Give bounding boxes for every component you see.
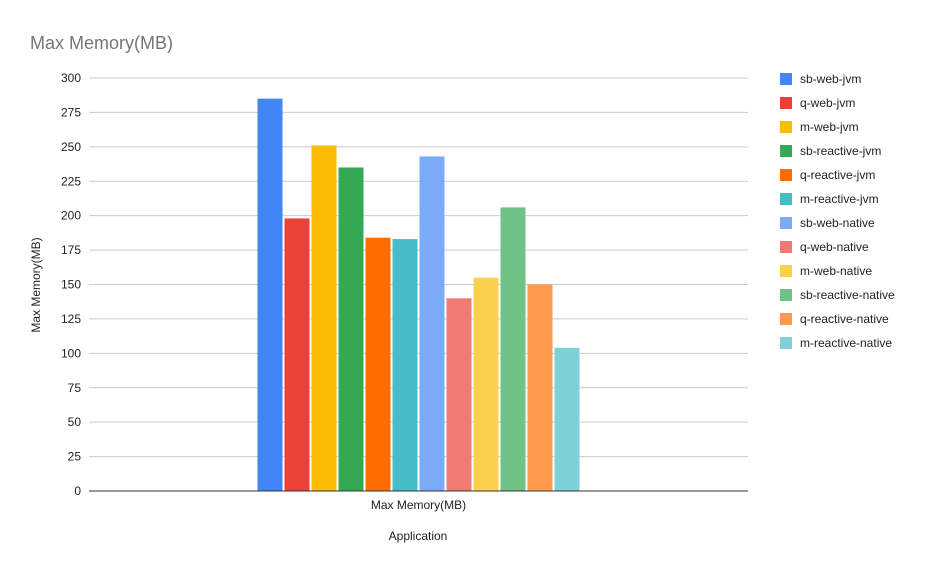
legend-swatch xyxy=(780,217,792,229)
bar-sb-reactive-native xyxy=(500,207,526,491)
y-tick-label: 250 xyxy=(61,140,81,154)
legend-swatch xyxy=(780,73,792,85)
legend-swatch xyxy=(780,97,792,109)
legend-label: m-web-native xyxy=(800,264,872,278)
legend-label: m-reactive-native xyxy=(800,336,892,350)
legend-label: q-reactive-jvm xyxy=(800,168,875,182)
bar-q-web-native xyxy=(446,298,472,491)
bar-q-reactive-native xyxy=(527,284,553,491)
y-tick-label: 125 xyxy=(61,312,81,326)
legend-label: m-web-jvm xyxy=(800,120,859,134)
bar-sb-web-native xyxy=(419,156,445,491)
bar-q-web-jvm xyxy=(284,218,310,492)
y-tick-label: 175 xyxy=(61,243,81,257)
bar-sb-web-jvm xyxy=(257,98,283,492)
y-tick-label: 25 xyxy=(68,450,82,464)
legend-swatch xyxy=(780,241,792,253)
y-tick-label: 0 xyxy=(74,484,81,498)
gridlines xyxy=(89,77,748,458)
x-axis-label: Application xyxy=(389,529,448,543)
legend-swatch xyxy=(780,145,792,157)
legend: sb-web-jvm q-web-jvm m-web-jvm sb-reactive-… xyxy=(780,72,895,350)
legend-label: sb-reactive-jvm xyxy=(800,144,881,158)
bar-m-reactive-jvm xyxy=(392,239,418,491)
x-tick-label: Max Memory(MB) xyxy=(371,498,466,512)
legend-swatch xyxy=(780,289,792,301)
legend-label: m-reactive-jvm xyxy=(800,192,879,206)
x-axis-ticks: Max Memory(MB) xyxy=(371,498,466,512)
bar-m-web-native xyxy=(473,277,499,491)
y-tick-label: 50 xyxy=(68,415,82,429)
bar-q-reactive-jvm xyxy=(365,237,391,491)
legend-label: sb-reactive-native xyxy=(800,288,895,302)
bar-sb-reactive-jvm xyxy=(338,167,364,491)
chart-title: Max Memory(MB) xyxy=(30,33,173,53)
legend-swatch xyxy=(780,265,792,277)
y-tick-label: 150 xyxy=(61,278,81,292)
legend-label: sb-web-jvm xyxy=(800,72,861,86)
legend-label: q-reactive-native xyxy=(800,312,889,326)
y-tick-label: 75 xyxy=(68,381,82,395)
y-tick-label: 225 xyxy=(61,174,81,188)
legend-label: q-web-native xyxy=(800,240,869,254)
bar-m-web-jvm xyxy=(311,145,337,491)
legend-swatch xyxy=(780,337,792,349)
y-tick-label: 300 xyxy=(61,71,81,85)
bar-m-reactive-native xyxy=(554,347,580,491)
legend-swatch xyxy=(780,193,792,205)
y-tick-label: 200 xyxy=(61,209,81,223)
bars xyxy=(257,98,580,492)
y-tick-label: 100 xyxy=(61,346,81,360)
y-tick-label: 275 xyxy=(61,105,81,119)
legend-label: q-web-jvm xyxy=(800,96,855,110)
legend-swatch xyxy=(780,169,792,181)
legend-swatch xyxy=(780,313,792,325)
y-axis-ticks: 0 25 50 75 100 125 150 175 200 225 250 275 300 xyxy=(61,71,81,498)
legend-swatch xyxy=(780,121,792,133)
legend-label: sb-web-native xyxy=(800,216,875,230)
y-axis-label: Max Memory(MB) xyxy=(29,237,43,332)
